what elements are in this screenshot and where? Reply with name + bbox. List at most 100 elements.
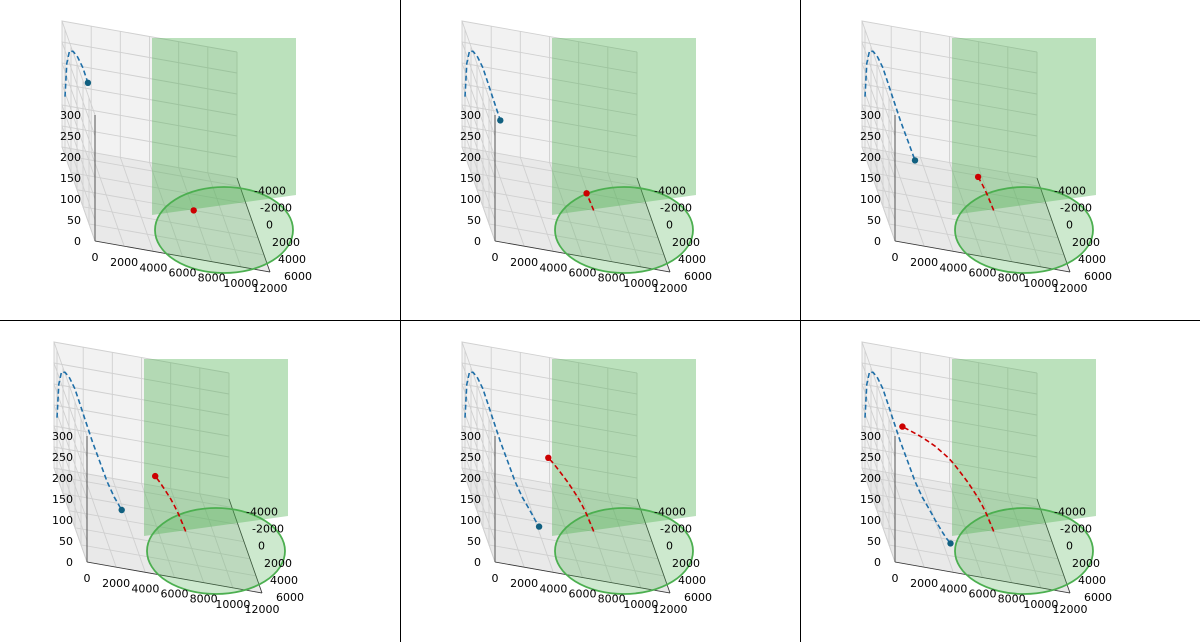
y-tick-label: 4000 (678, 574, 706, 587)
x-tick-label: 6000 (969, 588, 997, 601)
intercept-track-marker (974, 173, 982, 181)
z-tick-label: 50 (59, 535, 73, 548)
target-zone (144, 359, 288, 595)
z-tick-label: 200 (860, 151, 881, 164)
tick-labels: 0 2000 4000 6000 80001000012000-4000-2000020… (460, 430, 712, 616)
z-tick-label: 300 (860, 109, 881, 122)
x-tick-label: 12000 (245, 603, 280, 616)
vertical-divider-left (400, 0, 401, 642)
intercept-track-line (977, 176, 995, 211)
x-tick-label: 8000 (998, 272, 1026, 285)
axes-3d: 0 2000 4000 6000 80001000012000-4000-2000020… (860, 341, 1112, 616)
z-tick-label: 50 (867, 535, 881, 548)
chart-panel-2: 0 2000 4000 6000 8000 10000 12000 -4000 -2000 0 20… (400, 0, 800, 321)
x-tick-label: 2000 (910, 256, 938, 269)
axis-lines (94, 115, 271, 273)
x-tick-label: 4000 (539, 261, 567, 274)
x-tick-label: 10000 (215, 598, 250, 611)
y-tick-label: 2000 (272, 236, 300, 249)
z-tick-label: 150 (460, 493, 481, 506)
y-axis-line (636, 177, 671, 273)
launch-track-line (864, 371, 952, 544)
intercept-track-marker (899, 423, 906, 430)
z-tick-label: 100 (860, 514, 881, 527)
intercept-track-series (974, 173, 995, 211)
zone-wall (952, 359, 1096, 536)
launch-track-series (464, 371, 543, 530)
y-tick-label: 0 (266, 219, 273, 232)
launch-track-series (464, 50, 504, 124)
y-tick-label: -4000 (1054, 506, 1086, 519)
x-tick-label: 8000 (190, 593, 218, 606)
x-tick-label: 0 (92, 251, 99, 264)
z-tick-label: 0 (474, 556, 481, 569)
x-tick-label: 0 (892, 251, 899, 264)
x-tick-label: 6000 (169, 267, 197, 280)
launch-track-series (64, 50, 92, 97)
launch-track-marker (118, 506, 125, 514)
z-tick-label: 300 (52, 430, 73, 443)
z-tick-label: 50 (867, 214, 881, 227)
y-axis-line (1036, 177, 1071, 273)
z-tick-label: 100 (60, 193, 81, 206)
x-tick-label: 12000 (1053, 282, 1088, 295)
tick-labels: 0 2000 4000 6000 80001000012000-4000-2000020… (860, 430, 1112, 616)
z-tick-label: 0 (874, 235, 881, 248)
zone-circle (154, 186, 294, 274)
y-tick-label: -4000 (654, 506, 686, 519)
x-axis-line (894, 561, 1071, 594)
chart-panel-1: 0 2000 4000 6000 8000 10000 12000 -4000 -2000 0 20… (0, 0, 400, 321)
zone-wall (144, 359, 288, 536)
launch-track-line (56, 371, 123, 511)
grid-lines (461, 20, 671, 273)
y-axis-line (1036, 498, 1071, 594)
zone-wall (552, 38, 696, 215)
y-tick-label: 4000 (1078, 253, 1106, 266)
y-tick-label: 2000 (672, 557, 700, 570)
y-tick-label: 4000 (278, 253, 306, 266)
x-tick-label: 10000 (623, 598, 658, 611)
x-tick-label: 12000 (653, 282, 688, 295)
y-tick-label: 2000 (1072, 557, 1100, 570)
axes-3d: 0 2000 4000 6000 80001000012000-4000-2000020… (52, 341, 304, 616)
x-tick-label: 12000 (253, 282, 288, 295)
intercept-track-series (152, 472, 187, 532)
zone-circle (554, 186, 694, 274)
zone-wall (152, 38, 296, 215)
y-tick-label: -2000 (260, 202, 292, 215)
x-tick-label: 4000 (539, 582, 567, 595)
z-tick-label: 250 (460, 130, 481, 143)
target-zone (952, 38, 1096, 274)
z-tick-label: 50 (67, 214, 81, 227)
z-tick-label: 200 (60, 151, 81, 164)
x-tick-label: 8000 (998, 593, 1026, 606)
x-tick-label: 2000 (510, 577, 538, 590)
axes-3d: 0 2000 4000 6000 80001000012000-4000-2000020… (460, 20, 712, 295)
y-tick-label: -4000 (246, 506, 278, 519)
intercept-track-series (899, 423, 995, 532)
y-tick-label: 2000 (1072, 236, 1100, 249)
x-axis-line (86, 561, 263, 594)
x-tick-label: 8000 (598, 272, 626, 285)
y-tick-label: 6000 (1084, 270, 1112, 283)
axes-3d: 0 2000 4000 6000 80001000012000-4000-2000020… (860, 20, 1112, 295)
z-tick-label: 200 (460, 472, 481, 485)
x-tick-label: 10000 (223, 277, 258, 290)
z-tick-label: 300 (860, 430, 881, 443)
y-tick-label: 0 (666, 219, 673, 232)
z-tick-label: 300 (60, 109, 81, 122)
launch-track-marker (497, 117, 504, 124)
y-tick-label: 0 (1066, 219, 1073, 232)
axis-lines (86, 436, 263, 594)
intercept-track-series (190, 207, 197, 214)
intercept-track-marker (583, 190, 590, 197)
launch-track-series (864, 371, 954, 547)
y-tick-label: -4000 (654, 185, 686, 198)
z-tick-label: 250 (860, 451, 881, 464)
tick-labels: 0 2000 4000 6000 80001000012000-4000-2000020… (52, 430, 304, 616)
y-tick-label: 4000 (678, 253, 706, 266)
axis-lines (894, 436, 1071, 594)
z-tick-label: 150 (860, 172, 881, 185)
launch-track-series (864, 50, 919, 164)
z-tick-label: 50 (467, 535, 481, 548)
